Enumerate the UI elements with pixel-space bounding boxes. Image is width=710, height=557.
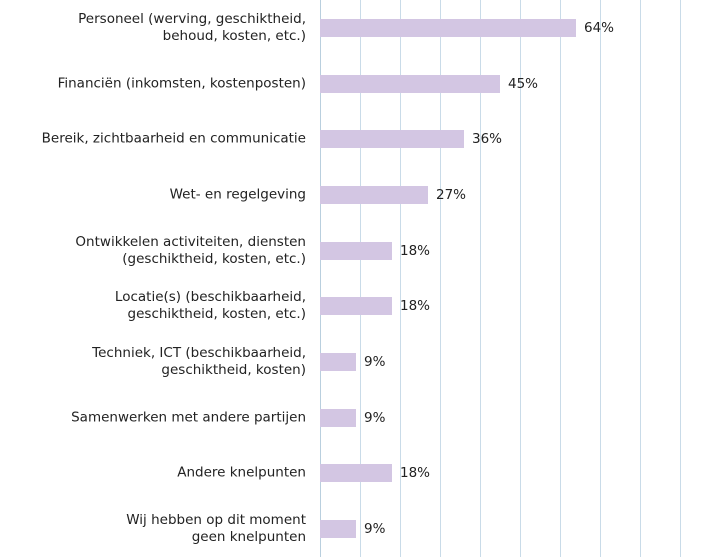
bar [320,185,428,204]
bar [320,520,356,539]
grid-line [440,0,441,557]
grid-line [400,0,401,557]
value-label: 18% [400,242,431,259]
value-label: 9% [364,409,386,426]
value-label: 9% [364,354,386,371]
bar [320,464,392,483]
bar [320,408,356,427]
bar [320,74,500,93]
category-label: Financiën (inkomsten, kostenposten) [57,75,306,92]
category-label: Techniek, ICT (beschikbaarheid, geschikt… [92,345,306,379]
category-label: Wet- en regelgeving [169,186,306,203]
bar [320,297,392,316]
grid-line [560,0,561,557]
category-label: Samenwerken met andere partijen [71,409,306,426]
category-label: Andere knelpunten [177,464,306,481]
category-label: Wij hebben op dit moment geen knelpunten [126,512,306,546]
value-label: 9% [364,521,386,538]
category-label: Locatie(s) (beschikbaarheid, geschikthei… [114,289,306,323]
grid-line [680,0,681,557]
bar [320,18,576,37]
bar [320,353,356,372]
value-label: 27% [436,186,467,203]
category-label: Personeel (werving, geschiktheid, behoud… [78,10,306,44]
value-label: 18% [400,465,431,482]
axis-line [320,0,321,557]
grid-line [640,0,641,557]
category-label: Bereik, zichtbaarheid en communicatie [41,130,306,147]
value-label: 36% [472,131,503,148]
value-label: 45% [508,75,539,92]
value-label: 64% [584,19,615,36]
bar [320,241,392,260]
value-label: 18% [400,298,431,315]
grid-line [360,0,361,557]
bar [320,130,464,149]
grid-line [480,0,481,557]
grid-line [520,0,521,557]
grid-line [600,0,601,557]
category-label: Ontwikkelen activiteiten, diensten (gesc… [75,233,306,267]
